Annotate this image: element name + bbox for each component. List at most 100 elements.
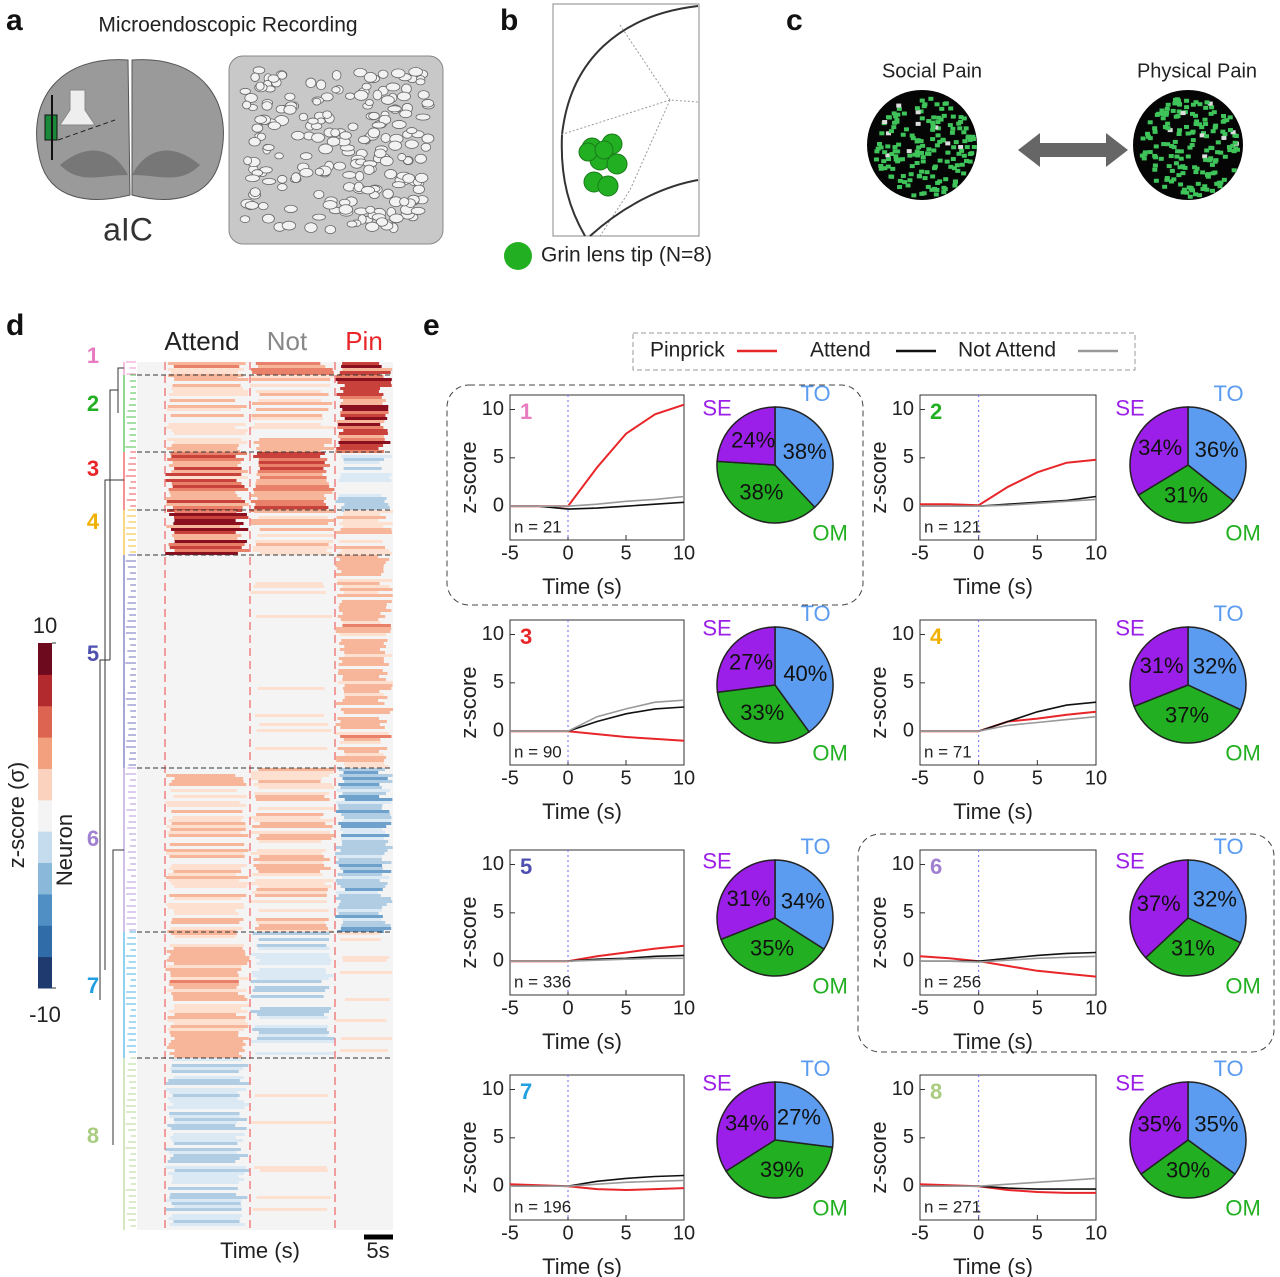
highlight-box [446, 384, 864, 606]
cell-dot [1208, 156, 1214, 161]
cell-dot [1220, 129, 1226, 134]
heatmap-row [173, 375, 238, 378]
heatmap-row [165, 426, 236, 429]
cell [361, 186, 375, 195]
cell-dot [1169, 168, 1175, 173]
heatmap-row [166, 525, 240, 528]
cell-dot [914, 161, 920, 166]
heatmap-row [336, 555, 379, 558]
cell-dot [1162, 184, 1168, 189]
cell-dot [1160, 116, 1166, 121]
cell-dot [962, 139, 968, 144]
x-tick-label: 5 [1032, 1222, 1043, 1244]
heatmap-row [169, 1115, 240, 1118]
pie-slice [716, 859, 776, 941]
series-line [920, 1177, 1097, 1187]
heatmap-row [255, 795, 325, 798]
heatmap-row [170, 1100, 244, 1103]
heatmap-row [338, 912, 379, 915]
cell-dot [1227, 148, 1233, 153]
heatmap-row [174, 1037, 249, 1040]
y-axis-label: z-score [456, 666, 481, 738]
heatmap-row [254, 1094, 329, 1097]
legend: Pinprick Attend Not Attend [650, 339, 1118, 362]
cell [311, 132, 325, 143]
cell-dot [920, 159, 926, 164]
heatmap-row [341, 549, 390, 552]
heatmap-row [174, 540, 247, 543]
panel-label: d [6, 309, 24, 342]
heatmap-row [172, 1178, 244, 1181]
cell-dot [1165, 102, 1171, 107]
heatmap-row [340, 735, 392, 738]
cell-dot [931, 148, 937, 153]
x-tick-label: 0 [973, 997, 984, 1019]
heatmap-row [168, 1010, 248, 1013]
heatmap-row [171, 992, 238, 995]
cell [267, 74, 280, 83]
heatmap-row [337, 435, 384, 438]
heatmap-row [254, 491, 333, 494]
heatmap-row [337, 717, 380, 720]
cell-dot [915, 138, 921, 143]
cell-dot [1176, 131, 1182, 136]
pie-slice [1140, 1139, 1236, 1199]
y-tick-label: 0 [493, 719, 504, 741]
heatmap-row [250, 500, 324, 503]
cell [353, 67, 368, 78]
heatmap-row [337, 594, 393, 597]
heatmap-row [250, 426, 335, 429]
cell-dot [957, 126, 963, 131]
y-tick-label: 5 [903, 1126, 914, 1148]
heatmap-row [342, 368, 393, 371]
heatmap-row [335, 915, 383, 918]
heatmap-row [340, 867, 383, 870]
cell-dot [1197, 122, 1203, 127]
pie-slice [1187, 859, 1247, 944]
heatmap-row [173, 1103, 250, 1106]
cell [243, 156, 253, 166]
heatmap-row [169, 1196, 248, 1199]
heatmap-row [174, 516, 249, 519]
heatmap-row [343, 513, 380, 516]
pie-category-label: OM [1225, 740, 1260, 765]
cell-dot [943, 101, 949, 106]
heatmap-row [338, 479, 392, 482]
heatmap-row [259, 834, 335, 837]
heatmap-row [259, 1016, 328, 1019]
heatmap-row [250, 384, 331, 387]
column-label: Not [267, 326, 308, 356]
pie-value-label: 35% [1138, 1111, 1182, 1136]
cell-dot [1214, 181, 1220, 186]
heatmap-row [167, 1097, 238, 1100]
heatmap-row [259, 528, 334, 531]
cell-dot [970, 137, 976, 142]
cell [314, 167, 324, 176]
heatmap-row [340, 476, 390, 479]
cell-dot [1213, 123, 1219, 128]
heatmap-row [255, 927, 329, 930]
cell-dot [950, 126, 956, 131]
x-tick-label: 10 [1085, 1222, 1107, 1244]
heatmap-row [165, 1166, 246, 1169]
x-tick-label: 0 [562, 767, 573, 789]
scale-label: 5s [366, 1238, 389, 1263]
heatmap-row [341, 570, 384, 573]
heatmap-row [335, 627, 392, 630]
x-tick-label: 10 [673, 1222, 695, 1244]
heatmap-row [172, 461, 241, 464]
cell-dot [931, 115, 937, 120]
cell-dot [1221, 114, 1227, 119]
y-axis-label: z-score [456, 1121, 481, 1193]
heatmap-row [252, 549, 327, 552]
cell-dot [893, 157, 899, 162]
cell-dot [915, 121, 921, 126]
heatmap-row [256, 944, 327, 947]
pie-category-label: TO [801, 381, 831, 406]
cell-dot [906, 149, 912, 154]
heatmap-row [251, 378, 331, 381]
cell-dot [967, 159, 973, 164]
cell-dot [910, 136, 916, 141]
heatmap-row [256, 849, 326, 852]
